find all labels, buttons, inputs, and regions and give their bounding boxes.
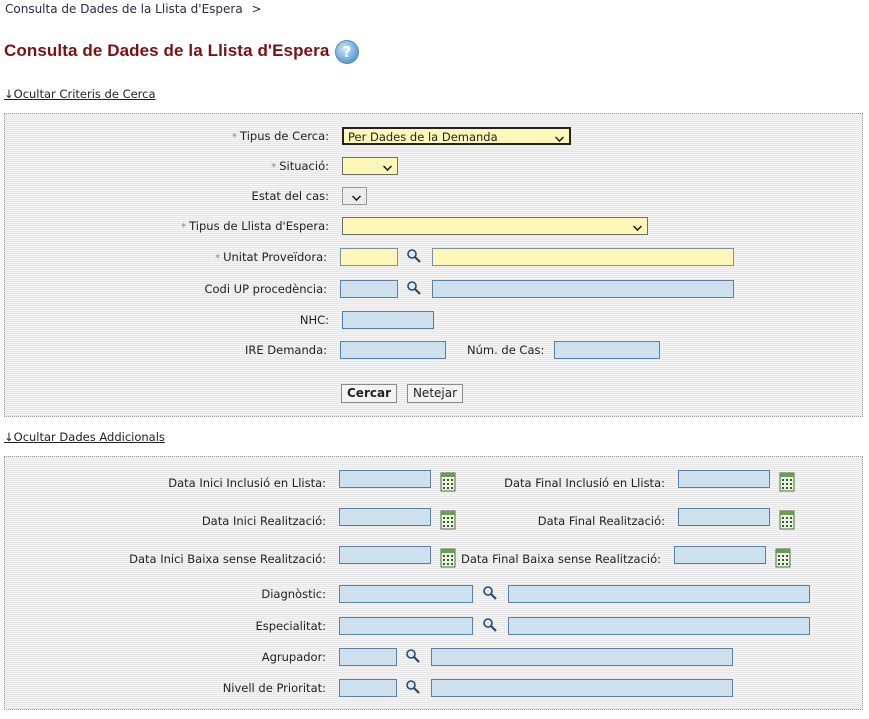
toggle-additional-data-link[interactable]: ↓Ocultar Dades Addicionals <box>4 430 165 444</box>
codi-up-label: Codi UP procedència: <box>204 282 327 296</box>
search-icon[interactable] <box>405 648 421 664</box>
situacio-select[interactable] <box>342 157 398 175</box>
nhc-label: NHC: <box>299 313 329 327</box>
agrupador-code-input[interactable] <box>339 648 397 666</box>
num-cas-input[interactable] <box>554 341 660 359</box>
situacio-label: * Situació: <box>271 159 329 173</box>
chevron-down-icon <box>633 222 642 231</box>
especialitat-code-input[interactable] <box>339 617 473 635</box>
data-final-realitzacio-label: Data Final Realització: <box>537 514 665 528</box>
help-icon[interactable]: ? <box>335 40 359 64</box>
chevron-down-icon <box>352 192 361 201</box>
breadcrumb-link[interactable]: Consulta de Dades de la Llista d'Espera <box>5 2 243 16</box>
diagnostic-desc-input[interactable] <box>508 585 810 603</box>
nivell-prioritat-desc-input[interactable] <box>431 679 733 697</box>
data-final-realitzacio-input[interactable] <box>678 508 770 526</box>
clear-button[interactable]: Netejar <box>407 384 463 403</box>
ire-demanda-input[interactable] <box>340 341 446 359</box>
tipus-llista-select[interactable] <box>342 217 648 235</box>
chevron-down-icon <box>555 133 564 142</box>
search-icon[interactable] <box>482 617 498 633</box>
search-icon[interactable] <box>405 679 421 695</box>
tipus-cerca-label: * Tipus de Cerca: <box>232 129 329 143</box>
nivell-prioritat-label: Nivell de Prioritat: <box>222 681 326 695</box>
unitat-proveidora-desc-input[interactable] <box>432 248 734 266</box>
estat-cas-select[interactable] <box>342 187 367 205</box>
calendar-icon[interactable] <box>440 510 456 530</box>
page-title: Consulta de Dades de la Llista d'Espera <box>4 41 330 60</box>
search-icon[interactable] <box>482 585 498 601</box>
data-inici-realitzacio-input[interactable] <box>339 508 431 526</box>
calendar-icon[interactable] <box>440 548 456 568</box>
data-final-baixa-label: Data Final Baixa sense Realització: <box>461 552 661 566</box>
especialitat-label: Especialitat: <box>255 619 326 633</box>
num-cas-label: Núm. de Cas: <box>467 343 545 357</box>
agrupador-label: Agrupador: <box>261 650 326 664</box>
codi-up-code-input[interactable] <box>340 280 398 298</box>
diagnostic-code-input[interactable] <box>339 585 473 603</box>
nhc-input[interactable] <box>342 311 434 329</box>
data-inici-inclusio-input[interactable] <box>339 470 431 488</box>
chevron-down-icon <box>383 162 392 171</box>
calendar-icon[interactable] <box>779 472 795 492</box>
data-final-inclusio-label: Data Final Inclusió en Llista: <box>504 476 665 490</box>
breadcrumb-separator: > <box>251 2 262 16</box>
calendar-icon[interactable] <box>440 472 456 492</box>
tipus-cerca-select[interactable]: Per Dades de la Demanda <box>342 127 571 145</box>
data-final-inclusio-input[interactable] <box>678 470 770 488</box>
additional-data-panel <box>4 456 863 710</box>
data-inici-baixa-label: Data Inici Baixa sense Realització: <box>129 552 326 566</box>
estat-cas-label: Estat del cas: <box>251 189 329 203</box>
tipus-llista-label: * Tipus de Llista d'Espera: <box>181 219 329 233</box>
data-final-baixa-input[interactable] <box>674 546 766 564</box>
search-button[interactable]: Cercar <box>341 384 397 403</box>
toggle-search-criteria-link[interactable]: ↓Ocultar Criteris de Cerca <box>4 87 156 101</box>
unitat-proveidora-label: * Unitat Proveïdora: <box>215 250 327 264</box>
calendar-icon[interactable] <box>775 548 791 568</box>
ire-demanda-label: IRE Demanda: <box>245 343 327 357</box>
data-inici-realitzacio-label: Data Inici Realització: <box>201 514 326 528</box>
required-mark: * <box>232 132 238 143</box>
search-icon[interactable] <box>406 280 422 296</box>
diagnostic-label: Diagnòstic: <box>261 587 326 601</box>
especialitat-desc-input[interactable] <box>508 617 810 635</box>
agrupador-desc-input[interactable] <box>431 648 733 666</box>
data-inici-baixa-input[interactable] <box>339 546 431 564</box>
calendar-icon[interactable] <box>779 510 795 530</box>
unitat-proveidora-code-input[interactable] <box>340 248 398 266</box>
codi-up-desc-input[interactable] <box>432 280 734 298</box>
breadcrumb: Consulta de Dades de la Llista d'Espera … <box>5 2 262 16</box>
data-inici-inclusio-label: Data Inici Inclusió en Llista: <box>168 476 326 490</box>
search-icon[interactable] <box>406 248 422 264</box>
nivell-prioritat-code-input[interactable] <box>339 679 397 697</box>
